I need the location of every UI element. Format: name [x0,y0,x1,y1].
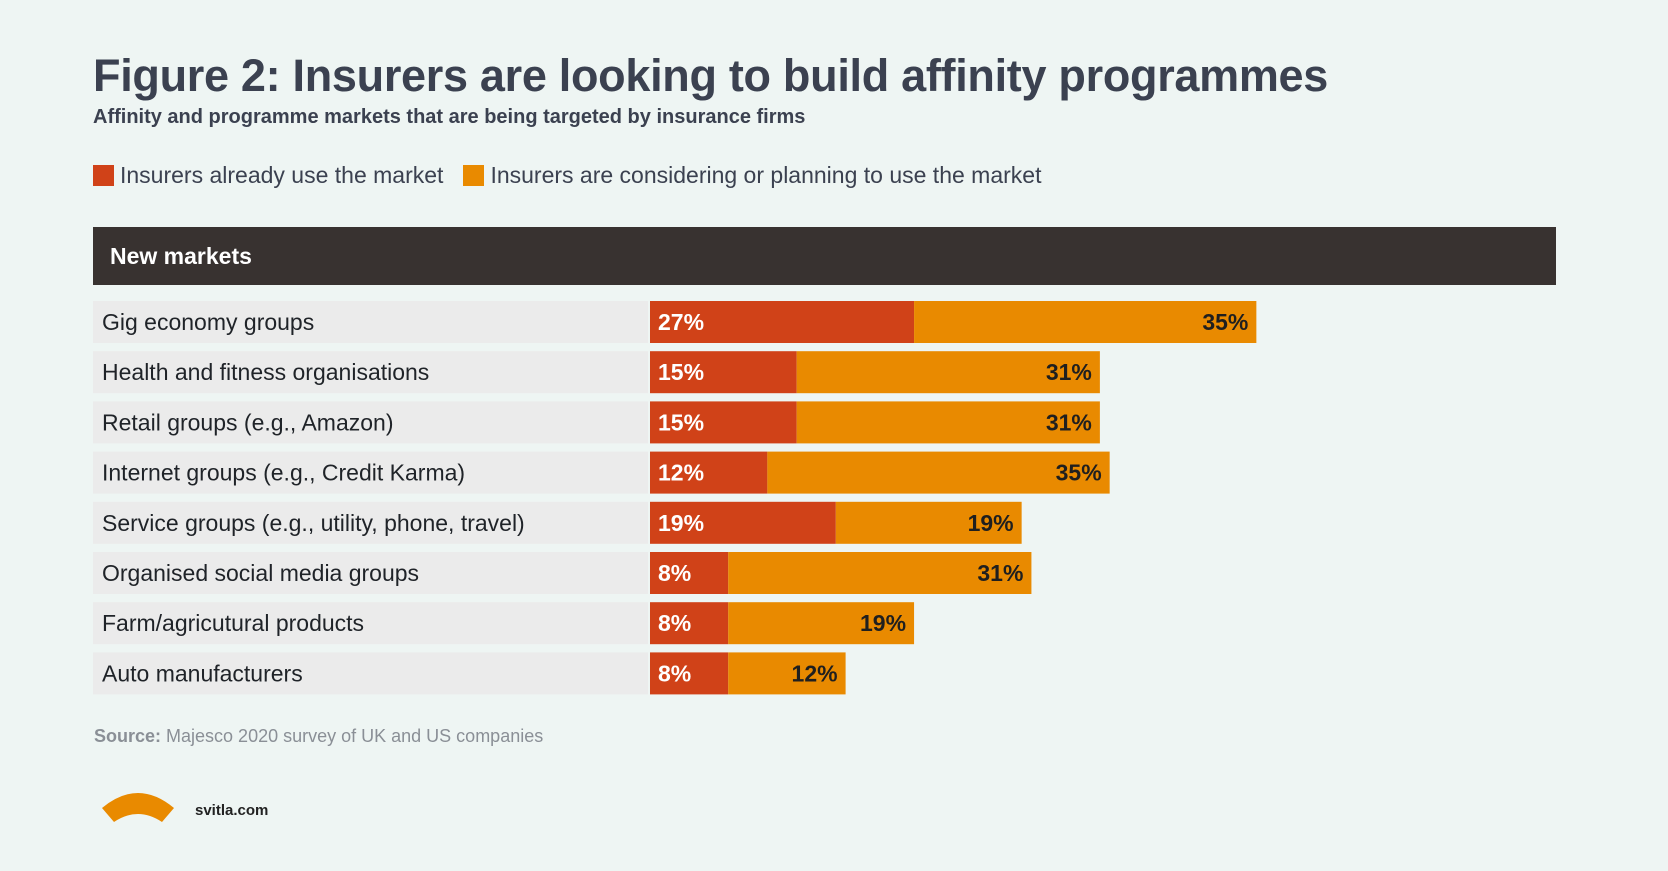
legend-label-considering: Insurers are considering or planning to … [490,162,1042,188]
value-label-already: 8% [658,660,691,686]
bar-considering [914,301,1257,343]
value-label-already: 27% [658,309,704,335]
value-label-already: 8% [658,560,691,586]
section-header: New markets [93,227,1556,285]
value-label-considering: 31% [1046,409,1092,435]
legend-swatch-already [93,165,114,186]
value-label-already: 12% [658,460,704,486]
logo-text: svitla.com [195,802,269,819]
category-label: Service groups (e.g., utility, phone, tr… [102,510,525,536]
bar-already [650,351,797,394]
row-background [93,552,648,594]
value-label-already: 19% [658,510,704,536]
bar-considering [796,401,1100,444]
category-label: Internet groups (e.g., Credit Karma) [102,460,465,486]
value-label-considering: 19% [860,610,906,636]
chart-title: Figure 2: Insurers are looking to build … [93,50,1329,101]
svitla-logo-icon [102,793,174,822]
bar-considering [728,552,1032,594]
chart-subtitle: Affinity and programme markets that are … [93,106,806,128]
legend: Insurers already use the market Insurers… [93,162,1061,189]
bar-already [650,451,768,494]
category-label: Health and fitness organisations [102,359,429,385]
value-label-already: 15% [658,409,704,435]
row-background [93,501,648,544]
bar-considering [767,451,1110,494]
legend-item-considering: Insurers are considering or planning to … [463,162,1041,189]
category-label: Auto manufacturers [102,660,303,686]
bar-considering [728,602,915,645]
bar-considering [728,652,846,695]
bar-already [650,501,836,544]
row-background [93,652,648,695]
bar-considering [835,501,1022,544]
value-label-considering: 35% [1056,460,1102,486]
legend-label-already: Insurers already use the market [120,162,444,188]
source-note: Source: Majesco 2020 survey of UK and US… [94,726,543,747]
category-label: Retail groups (e.g., Amazon) [102,409,393,435]
source-label: Source: [94,726,162,746]
bar-already [650,652,729,695]
value-label-already: 8% [658,610,691,636]
value-label-considering: 35% [1202,309,1248,335]
value-label-considering: 19% [968,510,1014,536]
value-label-considering: 12% [792,660,838,686]
row-background [93,401,648,444]
bar-considering [796,351,1100,394]
bar-already [650,401,797,444]
row-background [93,301,648,343]
category-label: Organised social media groups [102,560,419,586]
source-text: Majesco 2020 survey of UK and US compani… [161,726,544,746]
row-background [93,602,648,645]
value-label-already: 15% [658,359,704,385]
row-background [93,451,648,494]
category-label: Gig economy groups [102,309,314,335]
category-label: Farm/agricutural products [102,610,364,636]
value-label-considering: 31% [977,560,1023,586]
bar-already [650,602,729,645]
legend-swatch-considering [463,165,485,186]
row-background [93,351,648,394]
bar-already [650,301,915,343]
value-label-considering: 31% [1046,359,1092,385]
bar-already [650,552,729,594]
legend-item-already: Insurers already use the market [93,162,443,189]
